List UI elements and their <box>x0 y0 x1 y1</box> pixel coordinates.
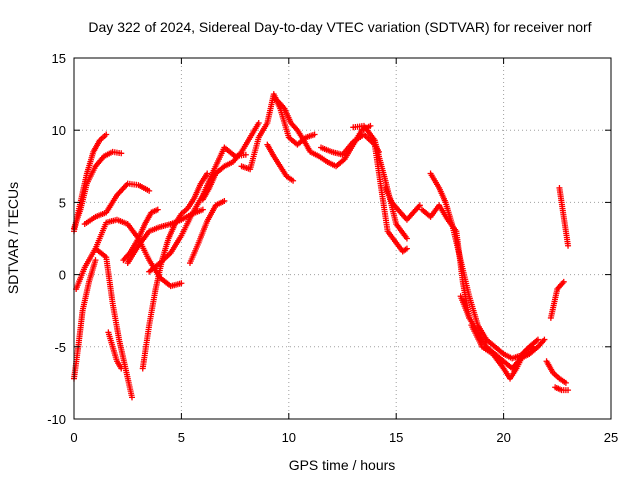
data-point <box>416 202 423 209</box>
data-point <box>204 170 211 177</box>
data-point <box>565 387 572 394</box>
series-arc15 <box>264 141 297 184</box>
x-tick-label: 5 <box>178 430 185 445</box>
y-tick-label: 0 <box>59 268 66 283</box>
series-arc13 <box>199 119 262 203</box>
y-tick-label: 10 <box>52 123 66 138</box>
series-arc10 <box>139 170 211 372</box>
data-point <box>103 131 110 138</box>
data-point <box>92 257 99 264</box>
data-point <box>146 187 153 194</box>
x-tick-label: 25 <box>604 430 618 445</box>
data-point <box>403 245 410 252</box>
series-arc12 <box>186 197 228 267</box>
y-tick-label: -10 <box>47 412 66 427</box>
series-arc22 <box>427 170 541 362</box>
data-point <box>118 150 125 157</box>
data-point <box>128 394 135 401</box>
y-tick-label: -5 <box>54 340 66 355</box>
data-point <box>562 379 569 386</box>
x-tick-label: 0 <box>70 430 77 445</box>
series-arc28 <box>552 384 572 394</box>
data-point <box>367 122 374 129</box>
series-arc20 <box>382 184 423 223</box>
series-arc11 <box>146 144 249 275</box>
series-arc25 <box>543 358 569 386</box>
y-tick-label: 5 <box>59 195 66 210</box>
data-point <box>560 278 567 285</box>
data-point <box>199 206 206 213</box>
y-tick-label: 15 <box>52 51 66 66</box>
data-point <box>178 280 185 287</box>
axis-ticks: 0 5 10 15 20 25 -10 -5 0 5 10 15 <box>47 51 618 445</box>
data-point <box>565 242 572 249</box>
plot-frame <box>73 57 612 420</box>
series-arc8 <box>120 206 161 264</box>
chart-title: Day 322 of 2024, Sidereal Day-to-day VTE… <box>88 19 591 35</box>
series-arc7 <box>105 329 125 372</box>
data-point <box>242 151 249 158</box>
y-axis-label: SDTVAR / TECUs <box>5 182 21 294</box>
series-arc2 <box>71 148 125 232</box>
data-point <box>311 131 318 138</box>
data-point <box>530 343 537 350</box>
data-point <box>118 365 125 372</box>
series-arc5 <box>81 180 153 228</box>
grid <box>74 58 611 419</box>
data-point <box>221 197 228 204</box>
x-tick-label: 15 <box>389 430 403 445</box>
data-point <box>290 177 297 184</box>
series-arc14 <box>238 91 318 173</box>
x-axis-label: GPS time / hours <box>289 457 396 473</box>
data-point <box>534 336 541 343</box>
data-point <box>403 235 410 242</box>
x-tick-label: 10 <box>282 430 296 445</box>
data-point <box>154 206 161 213</box>
data-point <box>255 119 262 126</box>
x-tick-label: 20 <box>496 430 510 445</box>
series-arc26 <box>547 278 567 321</box>
series-arc27 <box>556 184 572 249</box>
series-arc3 <box>71 257 99 382</box>
data-point <box>541 336 548 343</box>
series-arc24 <box>468 322 537 382</box>
data-points <box>71 91 572 401</box>
series-arc19 <box>371 141 410 255</box>
